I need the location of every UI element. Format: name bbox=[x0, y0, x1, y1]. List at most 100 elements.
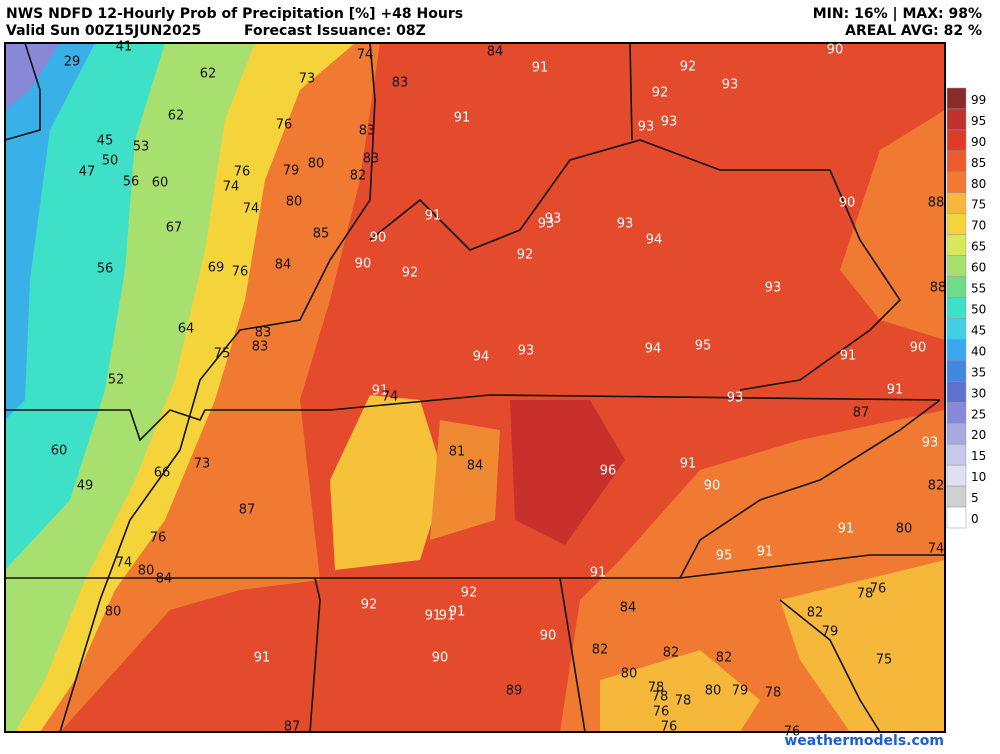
legend-label: 55 bbox=[971, 282, 986, 296]
map-value: 91 bbox=[887, 383, 904, 398]
map-value: 92 bbox=[361, 598, 378, 613]
map-value: 69 bbox=[208, 261, 225, 276]
legend-swatch bbox=[946, 129, 967, 152]
legend-label: 75 bbox=[971, 198, 986, 212]
map-value: 93 bbox=[922, 436, 939, 451]
legend-swatch bbox=[946, 276, 967, 298]
map-value: 85 bbox=[313, 227, 330, 242]
map-value: 80 bbox=[705, 684, 722, 699]
state-border bbox=[559, 577, 586, 733]
legend-swatch bbox=[946, 381, 967, 403]
map-value: 90 bbox=[540, 629, 557, 644]
map-value: 78 bbox=[652, 690, 669, 705]
map-value: 79 bbox=[822, 625, 839, 640]
legend-label: 45 bbox=[971, 323, 986, 337]
map-value: 88 bbox=[928, 196, 945, 211]
map-value: 84 bbox=[156, 572, 173, 587]
credit: weathermodels.com bbox=[784, 733, 944, 749]
state-border bbox=[5, 577, 321, 733]
map-value: 84 bbox=[275, 258, 292, 273]
map-value: 60 bbox=[51, 444, 68, 459]
legend-swatch bbox=[946, 464, 967, 487]
map-value: 91 bbox=[840, 349, 857, 364]
map-value: 93 bbox=[727, 391, 744, 406]
legend-swatch bbox=[946, 171, 967, 194]
map-value: 83 bbox=[252, 340, 269, 355]
legend-label: 99 bbox=[971, 93, 986, 107]
map-value: 91 bbox=[532, 61, 549, 76]
map-value: 83 bbox=[363, 152, 380, 167]
map-value: 80 bbox=[308, 157, 325, 172]
issuance: Forecast Issuance: 08Z bbox=[244, 23, 426, 39]
map-value: 56 bbox=[97, 262, 114, 277]
legend-label: 10 bbox=[971, 470, 986, 484]
map-value: 80 bbox=[105, 605, 122, 620]
map-value: 83 bbox=[392, 76, 409, 91]
region-blue bbox=[5, 43, 95, 420]
map-value: 47 bbox=[79, 165, 96, 180]
legend-swatch bbox=[946, 443, 967, 466]
map-value: 53 bbox=[133, 140, 150, 155]
map-value: 29 bbox=[64, 55, 81, 70]
map-value: 76 bbox=[784, 725, 801, 740]
map-value: 80 bbox=[138, 564, 155, 579]
map-value: 90 bbox=[839, 196, 856, 211]
region-orange-east bbox=[840, 110, 945, 340]
map-value: 49 bbox=[77, 479, 94, 494]
map-value: 74 bbox=[382, 390, 399, 405]
map-value: 95 bbox=[695, 339, 712, 354]
map-value: 80 bbox=[286, 195, 303, 210]
map-value: 76 bbox=[870, 582, 887, 597]
legend-swatch bbox=[946, 108, 967, 131]
state-border bbox=[679, 399, 941, 579]
map-value: 82 bbox=[716, 651, 733, 666]
legend-label: 90 bbox=[971, 135, 986, 149]
legend-label: 65 bbox=[971, 240, 986, 254]
map-value: 82 bbox=[663, 646, 680, 661]
legend-label: 5 bbox=[971, 491, 979, 505]
map-value: 74 bbox=[243, 202, 260, 217]
legend-swatch bbox=[946, 192, 967, 214]
legend-label: 85 bbox=[971, 156, 986, 170]
legend-label: 25 bbox=[971, 407, 986, 421]
map-value: 80 bbox=[621, 667, 638, 682]
map-value: 92 bbox=[461, 586, 478, 601]
region-cyan bbox=[5, 43, 165, 570]
map-value: 90 bbox=[432, 651, 449, 666]
map-value: 74 bbox=[357, 48, 374, 63]
map-value: 90 bbox=[910, 341, 927, 356]
map-value: 89 bbox=[506, 684, 523, 699]
map-value: 81 bbox=[449, 445, 466, 460]
areal-avg: AREAL AVG: 82 % bbox=[845, 23, 982, 39]
map-value: 87 bbox=[239, 503, 256, 518]
map-value: 82 bbox=[350, 169, 367, 184]
map-value: 75 bbox=[876, 653, 893, 668]
map-value: 76 bbox=[150, 531, 167, 546]
state-border bbox=[329, 394, 941, 411]
map-value: 93 bbox=[765, 281, 782, 296]
region-yellow-s bbox=[600, 650, 760, 732]
map-value: 93 bbox=[638, 120, 655, 135]
legend-label: 0 bbox=[971, 512, 979, 526]
map-value: 82 bbox=[928, 479, 945, 494]
map-value: 66 bbox=[154, 466, 171, 481]
region-lavender bbox=[5, 43, 60, 110]
map-value: 82 bbox=[807, 606, 824, 621]
region-yellow-ky bbox=[330, 395, 445, 570]
legend-swatch bbox=[946, 339, 967, 361]
map-frame bbox=[4, 42, 946, 733]
map-value: 93 bbox=[518, 344, 535, 359]
legend-label: 80 bbox=[971, 177, 986, 191]
legend-label: 70 bbox=[971, 219, 986, 233]
legend-swatch bbox=[946, 318, 967, 340]
map-value: 92 bbox=[680, 60, 697, 75]
state-border bbox=[5, 409, 330, 442]
map-value: 91 bbox=[425, 209, 442, 224]
state-border bbox=[369, 139, 902, 391]
map-value: 84 bbox=[487, 45, 504, 60]
map-value: 76 bbox=[653, 705, 670, 720]
map-value: 90 bbox=[370, 231, 387, 246]
map-value: 91 bbox=[757, 545, 774, 560]
legend-swatch bbox=[946, 402, 967, 424]
